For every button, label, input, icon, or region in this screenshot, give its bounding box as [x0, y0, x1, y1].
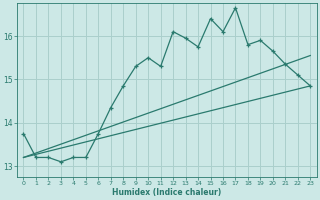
X-axis label: Humidex (Indice chaleur): Humidex (Indice chaleur) — [112, 188, 221, 197]
